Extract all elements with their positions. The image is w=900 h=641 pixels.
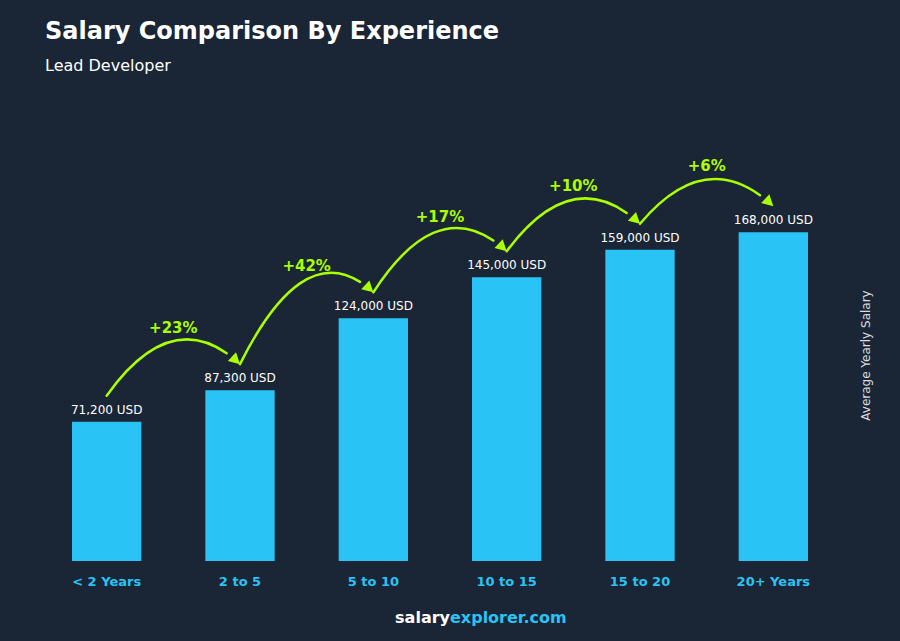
svg-text:145,000 USD: 145,000 USD: [467, 258, 546, 272]
svg-text:salary: salary: [395, 608, 450, 627]
svg-text:< 2 Years: < 2 Years: [72, 574, 141, 589]
svg-text:5 to 10: 5 to 10: [348, 574, 399, 589]
svg-text:+10%: +10%: [549, 177, 597, 195]
svg-text:2 to 5: 2 to 5: [219, 574, 261, 589]
svg-text:124,000 USD: 124,000 USD: [334, 299, 413, 313]
svg-text:+17%: +17%: [416, 208, 464, 226]
svg-text:+23%: +23%: [149, 319, 197, 337]
svg-text:Salary Comparison By Experienc: Salary Comparison By Experience: [45, 17, 499, 45]
svg-text:Average Yearly Salary: Average Yearly Salary: [859, 290, 873, 420]
svg-text:71,200 USD: 71,200 USD: [71, 403, 142, 417]
svg-text:20+ Years: 20+ Years: [737, 574, 811, 589]
svg-text:15 to 20: 15 to 20: [610, 574, 670, 589]
svg-text:159,000 USD: 159,000 USD: [600, 231, 679, 245]
svg-text:Lead Developer: Lead Developer: [45, 56, 171, 75]
svg-text:87,300 USD: 87,300 USD: [204, 371, 275, 385]
svg-text:+42%: +42%: [282, 257, 330, 275]
svg-text:+6%: +6%: [688, 157, 726, 175]
svg-text:168,000 USD: 168,000 USD: [734, 213, 813, 227]
svg-text:explorer.com: explorer.com: [450, 608, 567, 627]
svg-text:10 to 15: 10 to 15: [476, 574, 536, 589]
